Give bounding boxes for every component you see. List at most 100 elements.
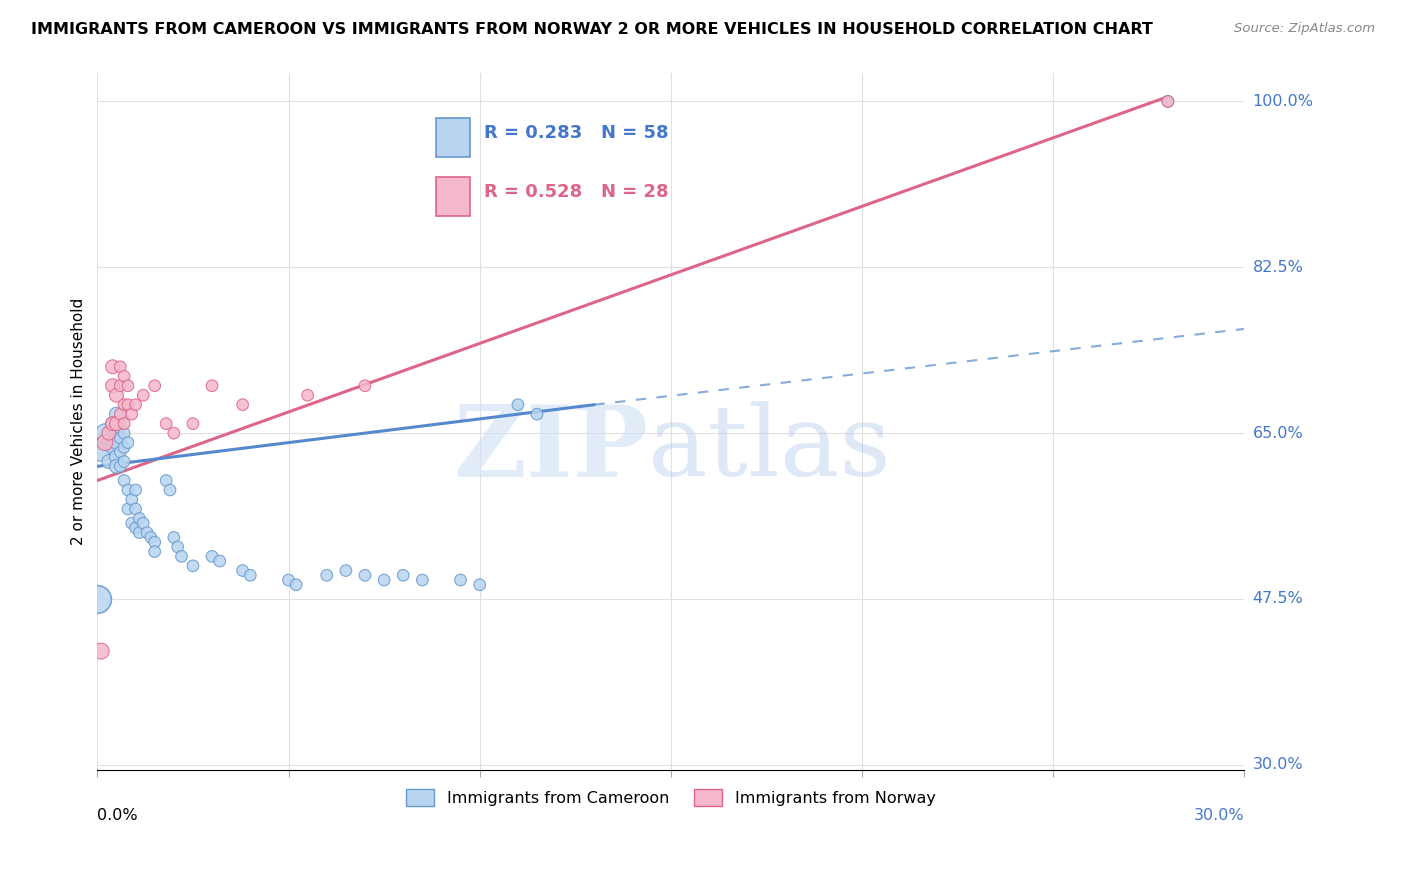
Point bbox=[112, 398, 135, 412]
Text: 30.0%: 30.0% bbox=[1253, 757, 1303, 772]
Point bbox=[90, 445, 112, 459]
Point bbox=[136, 525, 159, 540]
Text: IMMIGRANTS FROM CAMEROON VS IMMIGRANTS FROM NORWAY 2 OR MORE VEHICLES IN HOUSEHO: IMMIGRANTS FROM CAMEROON VS IMMIGRANTS F… bbox=[31, 22, 1153, 37]
Point bbox=[112, 426, 135, 441]
Point bbox=[110, 431, 132, 445]
Point bbox=[105, 450, 128, 464]
Point bbox=[285, 578, 308, 592]
Text: R = 0.283   N = 58: R = 0.283 N = 58 bbox=[484, 124, 668, 142]
Text: 82.5%: 82.5% bbox=[1253, 260, 1303, 275]
Point bbox=[297, 388, 319, 402]
Point bbox=[450, 573, 472, 587]
Bar bbox=[436, 178, 470, 216]
Point bbox=[143, 535, 166, 549]
Point bbox=[121, 492, 143, 507]
Point bbox=[110, 378, 132, 392]
Point bbox=[170, 549, 193, 564]
Point bbox=[239, 568, 262, 582]
Text: 0.0%: 0.0% bbox=[97, 808, 138, 823]
Point bbox=[132, 388, 155, 402]
Point bbox=[354, 568, 377, 582]
Point bbox=[124, 502, 146, 516]
Point bbox=[232, 398, 254, 412]
Point bbox=[128, 511, 150, 525]
Point bbox=[110, 417, 132, 431]
Point bbox=[139, 530, 162, 544]
Point bbox=[97, 426, 120, 441]
Point bbox=[97, 435, 120, 450]
Point bbox=[101, 417, 124, 431]
Point bbox=[117, 435, 139, 450]
Point bbox=[124, 483, 146, 497]
Point bbox=[181, 417, 204, 431]
Point bbox=[110, 445, 132, 459]
Point bbox=[124, 398, 146, 412]
Point bbox=[105, 435, 128, 450]
Point bbox=[101, 359, 124, 374]
Point bbox=[392, 568, 415, 582]
Point bbox=[335, 564, 357, 578]
Point bbox=[117, 378, 139, 392]
Point bbox=[411, 573, 433, 587]
Bar bbox=[436, 119, 470, 157]
Y-axis label: 2 or more Vehicles in Household: 2 or more Vehicles in Household bbox=[72, 298, 86, 545]
Point bbox=[124, 521, 146, 535]
Point bbox=[117, 398, 139, 412]
Text: Source: ZipAtlas.com: Source: ZipAtlas.com bbox=[1234, 22, 1375, 36]
Text: 65.0%: 65.0% bbox=[1253, 425, 1303, 441]
Point bbox=[143, 544, 166, 558]
Point bbox=[132, 516, 155, 531]
Point bbox=[110, 359, 132, 374]
Point bbox=[110, 459, 132, 474]
Point bbox=[121, 407, 143, 421]
Point bbox=[112, 474, 135, 488]
Point bbox=[277, 573, 299, 587]
Point bbox=[232, 564, 254, 578]
Point bbox=[94, 426, 117, 441]
Point bbox=[201, 549, 224, 564]
Text: R = 0.528   N = 28: R = 0.528 N = 28 bbox=[484, 183, 668, 201]
Text: ZIP: ZIP bbox=[453, 401, 648, 498]
Point bbox=[105, 421, 128, 435]
Point bbox=[112, 454, 135, 468]
Point bbox=[315, 568, 337, 582]
Point bbox=[101, 417, 124, 431]
Point bbox=[101, 441, 124, 455]
Point bbox=[112, 369, 135, 384]
Point bbox=[117, 483, 139, 497]
Point bbox=[105, 407, 128, 421]
Point bbox=[90, 644, 112, 658]
Point bbox=[155, 417, 177, 431]
Text: 100.0%: 100.0% bbox=[1253, 94, 1313, 109]
Point bbox=[163, 426, 186, 441]
Point bbox=[143, 378, 166, 392]
Point bbox=[121, 516, 143, 531]
Point bbox=[105, 417, 128, 431]
Point bbox=[101, 431, 124, 445]
Point bbox=[155, 474, 177, 488]
Point bbox=[110, 407, 132, 421]
Point bbox=[526, 407, 548, 421]
Text: 47.5%: 47.5% bbox=[1253, 591, 1303, 607]
Point bbox=[105, 388, 128, 402]
Point bbox=[163, 530, 186, 544]
Point bbox=[97, 454, 120, 468]
Point bbox=[128, 525, 150, 540]
Point bbox=[1157, 95, 1180, 109]
Point bbox=[105, 459, 128, 474]
Point bbox=[208, 554, 231, 568]
Point bbox=[201, 378, 224, 392]
Point bbox=[468, 578, 491, 592]
Legend: Immigrants from Cameroon, Immigrants from Norway: Immigrants from Cameroon, Immigrants fro… bbox=[398, 781, 943, 814]
Point bbox=[112, 417, 135, 431]
Point bbox=[101, 378, 124, 392]
Point bbox=[354, 378, 377, 392]
Point bbox=[1157, 95, 1180, 109]
Point bbox=[181, 558, 204, 573]
Point bbox=[506, 398, 529, 412]
Text: atlas: atlas bbox=[648, 401, 890, 497]
Point bbox=[86, 592, 108, 607]
Point bbox=[94, 435, 117, 450]
Point bbox=[159, 483, 181, 497]
Point bbox=[112, 441, 135, 455]
